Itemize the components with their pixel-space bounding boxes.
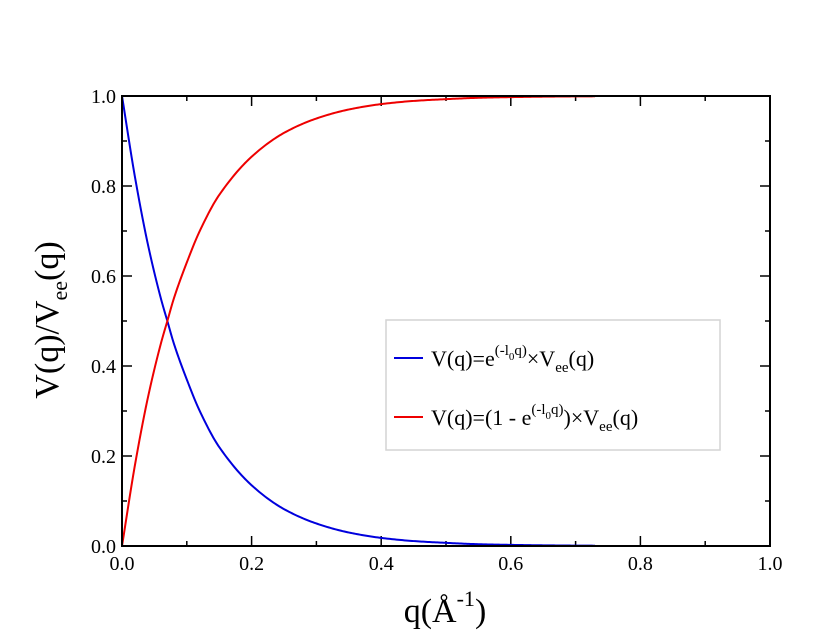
- legend: V(q)=e(-l0q)×Vee(q) V(q)=(1 - e(-l0q))×V…: [385, 319, 721, 451]
- plot-frame: [121, 95, 771, 547]
- y-tick-label: 0.6: [91, 266, 116, 288]
- y-tick-label: 0.0: [91, 536, 116, 558]
- x-axis-title: q(Å-1): [404, 586, 487, 630]
- y-tick-label: 0.2: [91, 446, 116, 468]
- y-axis-title: V(q)/Vee(q): [29, 241, 72, 398]
- plot-border: [121, 95, 771, 547]
- y-tick-label: 0.4: [91, 356, 116, 378]
- tick-labels: 0.0 0.2 0.4 0.6 0.8 1.0 0.0 0.2 0.4 0.6 0.8 1.0: [91, 86, 783, 575]
- y-tick-label: 0.8: [91, 176, 116, 198]
- series-line-1: [121, 95, 596, 547]
- y-tick-label: 1.0: [91, 86, 116, 108]
- x-tick-label: 0.2: [239, 553, 264, 575]
- legend-box: [385, 319, 721, 451]
- legend-entry-series-2: V(q)=(1 - e(-l0q))×Vee(q): [431, 402, 638, 435]
- x-tick-label: 0.8: [628, 553, 653, 575]
- x-tick-label: 0.6: [498, 553, 523, 575]
- series-line-2: [121, 95, 596, 547]
- x-tick-label: 0.0: [110, 553, 135, 575]
- legend-entry-series-1: V(q)=e(-l0q)×Vee(q): [431, 343, 594, 376]
- x-tick-label: 1.0: [758, 553, 783, 575]
- x-tick-label: 0.4: [369, 553, 394, 575]
- series-lines: [121, 95, 596, 547]
